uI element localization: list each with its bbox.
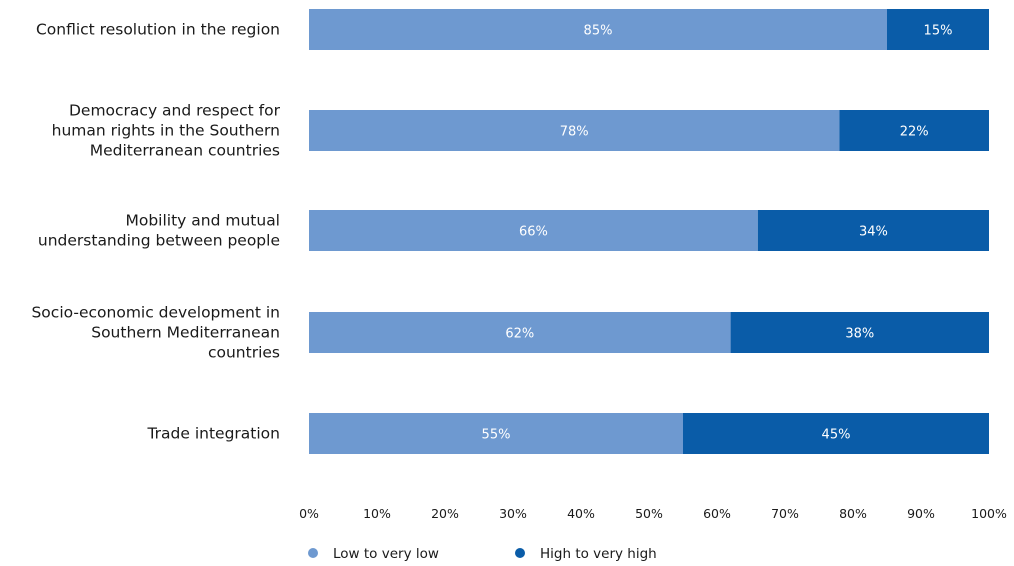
bar-segment-high (839, 110, 989, 151)
bar-segment-low (309, 9, 887, 50)
x-tick-label: 40% (567, 506, 595, 521)
bar-segment-high (730, 312, 989, 353)
data-label: 55% (482, 428, 511, 443)
bar-segment-low (309, 110, 840, 151)
category-label: Democracy and respect for (69, 102, 281, 120)
x-tick-label: 90% (907, 506, 935, 521)
category-label: Mobility and mutual (125, 212, 280, 230)
data-label: 22% (900, 125, 929, 140)
category-label: Trade integration (146, 425, 280, 443)
x-tick-label: 100% (971, 506, 1007, 521)
data-label: 85% (584, 24, 613, 39)
data-label: 62% (505, 327, 534, 342)
category-label: Southern Mediterranean (91, 324, 280, 342)
x-tick-label: 80% (839, 506, 867, 521)
x-tick-label: 20% (431, 506, 459, 521)
legend-label: High to very high (540, 546, 657, 562)
data-label: 15% (924, 24, 953, 39)
x-tick-label: 60% (703, 506, 731, 521)
category-label: Conflict resolution in the region (36, 21, 280, 39)
data-label: 66% (519, 225, 548, 240)
data-label: 45% (822, 428, 851, 443)
x-tick-label: 70% (771, 506, 799, 521)
x-tick-label: 0% (299, 506, 319, 521)
data-label: 78% (560, 125, 589, 140)
bar-segment-high (757, 210, 989, 251)
category-label: Socio-economic development in (31, 304, 280, 322)
bar-segment-low (309, 413, 683, 454)
bar-segment-low (309, 210, 758, 251)
legend-marker (308, 548, 318, 558)
data-label: 34% (859, 225, 888, 240)
data-label: 38% (845, 327, 874, 342)
legend-label: Low to very low (333, 546, 439, 562)
bar-segment-high (887, 9, 989, 50)
bar-segment-high (683, 413, 989, 454)
category-label: human rights in the Southern (52, 122, 280, 140)
legend-marker (515, 548, 525, 558)
x-tick-label: 30% (499, 506, 527, 521)
category-label: countries (208, 344, 280, 362)
x-tick-label: 10% (363, 506, 391, 521)
category-label: Mediterranean countries (90, 142, 280, 160)
category-label: understanding between people (38, 232, 280, 250)
x-tick-label: 50% (635, 506, 663, 521)
bar-segment-low (309, 312, 731, 353)
